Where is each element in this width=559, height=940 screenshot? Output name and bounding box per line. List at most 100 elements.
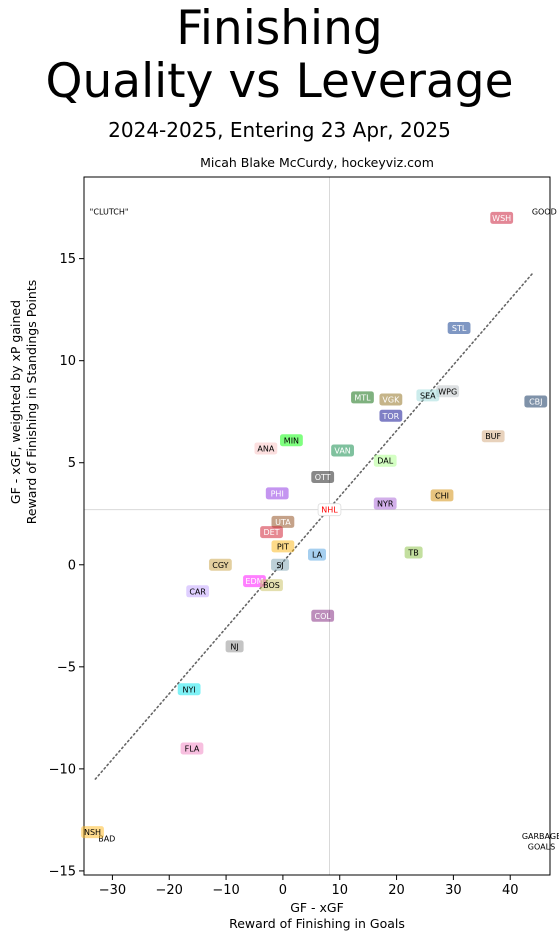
team-point-vgk: VGK — [379, 393, 403, 406]
team-point-cbj: CBJ — [524, 395, 548, 408]
team-label: COL — [315, 612, 332, 621]
corner-label: GARBAGE — [522, 832, 559, 841]
team-badge — [208, 558, 232, 571]
team-point-nyi: NYI — [177, 683, 201, 696]
team-label: MIN — [284, 436, 299, 445]
team-label: UTA — [275, 518, 291, 527]
team-badge — [180, 742, 204, 755]
y-axis-label-line-2: Reward of Finishing in Standings Points — [24, 279, 39, 525]
team-label: DAL — [377, 457, 393, 466]
chart-author: Micah Blake McCurdy, hockeyviz.com — [200, 155, 434, 170]
team-label: MTL — [354, 393, 371, 402]
team-label: VAN — [334, 446, 350, 455]
team-badge — [271, 515, 295, 528]
y-tick-label: 15 — [59, 252, 76, 267]
y-axis-label-line-1: GF - xGF, weighted by xP gained — [8, 299, 23, 505]
team-label: PHI — [271, 489, 284, 498]
team-label: SJ — [276, 561, 283, 570]
team-point-min: MIN — [280, 434, 303, 447]
team-label: OTT — [315, 473, 331, 482]
team-badge — [265, 487, 289, 500]
team-label: CGY — [212, 561, 228, 570]
team-badge — [260, 526, 283, 539]
team-label: WPG — [438, 387, 457, 396]
team-label: TB — [407, 549, 418, 558]
x-axis-label-line-2: Reward of Finishing in Goals — [229, 916, 405, 931]
x-tick-label: −20 — [156, 883, 183, 898]
team-point-wsh: WSH — [490, 211, 514, 224]
team-badge — [524, 395, 548, 408]
team-badge — [379, 409, 403, 422]
team-badge — [308, 548, 326, 561]
team-badge — [331, 444, 354, 457]
team-label: WSH — [492, 214, 511, 223]
team-badge — [254, 442, 278, 455]
y-tick-label: −15 — [49, 864, 76, 879]
team-label: NYR — [377, 500, 394, 509]
team-badge — [271, 540, 295, 553]
x-tick-label: 40 — [502, 883, 519, 898]
title-line-1: Finishing — [176, 1, 383, 56]
team-badge — [81, 826, 104, 839]
team-point-tor: TOR — [379, 409, 403, 422]
team-point-nsh: NSH — [81, 826, 104, 839]
x-tick-label: 10 — [331, 883, 348, 898]
chart-subtitle: 2024-2025, Entering 23 Apr, 2025 — [108, 118, 451, 142]
team-badge — [177, 683, 201, 696]
team-label: PIT — [277, 542, 289, 551]
corner-label: GOOD — [532, 208, 557, 217]
team-point-phi: PHI — [265, 487, 289, 500]
team-badge — [379, 393, 403, 406]
team-label: ANA — [257, 444, 274, 453]
team-badge — [280, 434, 303, 447]
team-point-ana: ANA — [254, 442, 278, 455]
team-label: NJ — [230, 642, 238, 651]
team-point-nyr: NYR — [373, 497, 397, 510]
team-label: DET — [263, 528, 279, 537]
team-badge — [311, 471, 335, 484]
y-tick-label: 0 — [68, 558, 76, 573]
plot-area: −30 −20 −10 0 10 20 30 40 −15 −10 −5 0 5 10 15 "CLUTCH"… — [49, 176, 559, 898]
y-tick-label: 10 — [59, 354, 76, 369]
team-label: CBJ — [529, 398, 542, 407]
team-point-bos: BOS — [260, 579, 283, 592]
team-label: CAR — [189, 587, 206, 596]
team-label: NHL — [321, 506, 338, 515]
corner-label: GOALS — [528, 842, 555, 851]
plot-frame — [83, 176, 551, 876]
team-point-sj: SJ — [271, 558, 290, 571]
chart-title: Finishing Quality vs Leverage — [0, 2, 559, 108]
team-point-chi: CHI — [430, 489, 454, 502]
team-badge — [436, 385, 460, 398]
y-tick-label: −10 — [49, 762, 76, 777]
team-label: BUF — [485, 432, 501, 441]
team-label: NSH — [84, 828, 101, 837]
team-point-car: CAR — [186, 585, 210, 598]
y-tick-label: 5 — [68, 456, 76, 471]
team-badge — [225, 640, 244, 653]
trend-line — [94, 272, 534, 780]
team-point-tb: TB — [404, 546, 423, 559]
y-tick-label: −5 — [57, 660, 76, 675]
team-point-cgy: CGY — [208, 558, 232, 571]
team-label: CHI — [435, 491, 449, 500]
team-point-fla: FLA — [180, 742, 204, 755]
team-badge — [317, 503, 342, 517]
team-badge — [186, 585, 210, 598]
team-badge — [490, 211, 514, 224]
team-point-nhl: NHL — [317, 503, 342, 517]
team-point-nj: NJ — [225, 640, 244, 653]
team-point-buf: BUF — [481, 430, 505, 443]
x-tick-label: −30 — [99, 883, 126, 898]
team-point-ott: OTT — [311, 471, 335, 484]
team-badge — [430, 489, 454, 502]
team-badge — [481, 430, 505, 443]
x-tick-label: −10 — [212, 883, 239, 898]
x-axis-label: GF - xGF Reward of Finishing in Goals — [84, 900, 550, 932]
team-label: VGK — [382, 395, 400, 404]
team-point-van: VAN — [331, 444, 354, 457]
team-point-stl: STL — [447, 322, 471, 335]
team-label: LA — [312, 551, 323, 560]
team-point-uta: UTA — [271, 515, 295, 528]
team-badge — [271, 558, 290, 571]
